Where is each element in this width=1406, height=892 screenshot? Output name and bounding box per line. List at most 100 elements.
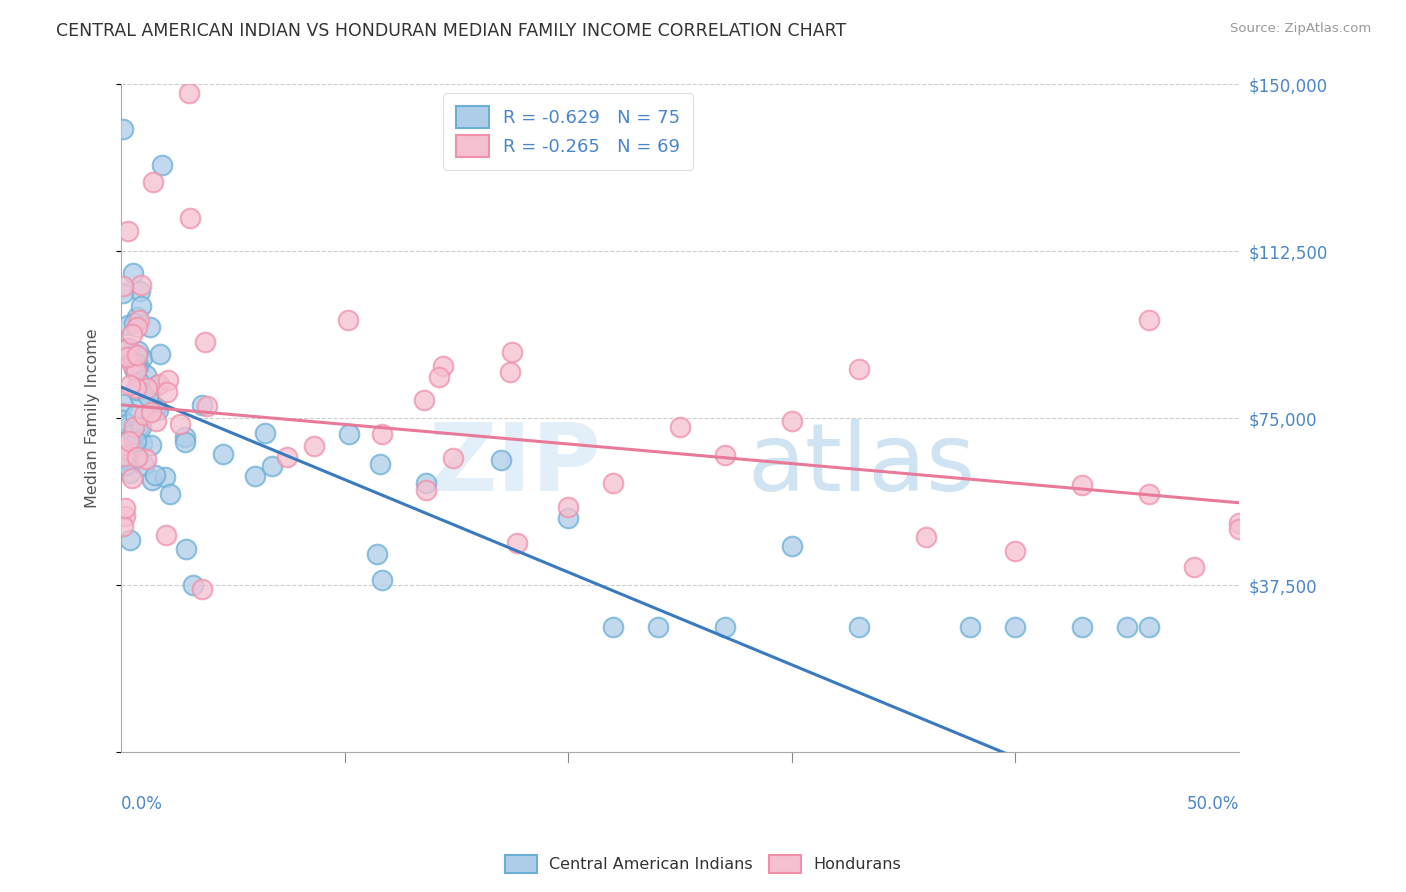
Point <box>118 378 141 392</box>
Point <box>427 370 450 384</box>
Point <box>127 343 149 358</box>
Point <box>128 418 150 433</box>
Point <box>557 500 579 514</box>
Point <box>120 349 142 363</box>
Point <box>127 359 149 373</box>
Point <box>174 430 197 444</box>
Point <box>368 457 391 471</box>
Text: atlas: atlas <box>747 419 976 511</box>
Point <box>557 511 579 525</box>
Text: CENTRAL AMERICAN INDIAN VS HONDURAN MEDIAN FAMILY INCOME CORRELATION CHART: CENTRAL AMERICAN INDIAN VS HONDURAN MEDI… <box>56 22 846 40</box>
Point <box>1004 544 1026 558</box>
Point <box>150 157 173 171</box>
Point <box>1137 486 1160 500</box>
Point <box>124 434 146 449</box>
Legend: Central American Indians, Hondurans: Central American Indians, Hondurans <box>498 848 908 880</box>
Point <box>848 620 870 634</box>
Point <box>337 312 360 326</box>
Point <box>112 442 135 457</box>
Point <box>177 87 200 101</box>
Point <box>125 362 148 376</box>
Point <box>145 401 167 415</box>
Point <box>145 414 167 428</box>
Point <box>260 458 283 473</box>
Point <box>135 368 157 383</box>
Point <box>489 453 512 467</box>
Point <box>129 420 152 434</box>
Point <box>122 266 145 280</box>
Point <box>125 348 148 362</box>
Point <box>499 365 522 379</box>
Point <box>118 454 141 468</box>
Point <box>195 399 218 413</box>
Point <box>1137 313 1160 327</box>
Point <box>173 435 195 450</box>
Point <box>190 397 212 411</box>
Point <box>371 573 394 587</box>
Legend: R = -0.629   N = 75, R = -0.265   N = 69: R = -0.629 N = 75, R = -0.265 N = 69 <box>443 94 693 170</box>
Point <box>156 385 179 400</box>
Point <box>194 335 217 350</box>
Point <box>121 357 143 371</box>
Point <box>415 475 437 490</box>
Point <box>118 434 141 448</box>
Point <box>602 620 624 634</box>
Point <box>441 451 464 466</box>
Text: 0.0%: 0.0% <box>121 796 163 814</box>
Point <box>1004 620 1026 634</box>
Point <box>128 284 150 298</box>
Point <box>914 530 936 544</box>
Point <box>148 377 170 392</box>
Point <box>1227 516 1250 530</box>
Point <box>128 313 150 327</box>
Point <box>415 483 437 497</box>
Point <box>174 541 197 556</box>
Point <box>127 383 149 397</box>
Point <box>129 299 152 313</box>
Point <box>143 467 166 482</box>
Point <box>501 344 523 359</box>
Point <box>159 486 181 500</box>
Point <box>121 426 143 441</box>
Point <box>122 420 145 434</box>
Point <box>122 361 145 376</box>
Point <box>112 413 135 427</box>
Point <box>432 359 454 374</box>
Point <box>127 348 149 362</box>
Point <box>713 448 735 462</box>
Point <box>115 350 138 364</box>
Point <box>121 470 143 484</box>
Point <box>121 326 143 341</box>
Point <box>1182 559 1205 574</box>
Point <box>1115 620 1137 634</box>
Point <box>1071 620 1094 634</box>
Point <box>112 449 135 463</box>
Point <box>114 508 136 523</box>
Point <box>117 223 139 237</box>
Point <box>129 278 152 293</box>
Point <box>780 414 803 428</box>
Point <box>125 364 148 378</box>
Point <box>117 341 139 355</box>
Point <box>112 397 135 411</box>
Point <box>117 417 139 431</box>
Point <box>122 316 145 330</box>
Point <box>114 500 136 515</box>
Point <box>112 519 135 533</box>
Point <box>117 318 139 332</box>
Point <box>212 447 235 461</box>
Point <box>146 377 169 392</box>
Point <box>120 466 142 480</box>
Point <box>302 439 325 453</box>
Point <box>148 402 170 417</box>
Point <box>412 392 434 407</box>
Point <box>115 458 138 472</box>
Point <box>181 577 204 591</box>
Point <box>506 536 529 550</box>
Point <box>125 356 148 370</box>
Point <box>112 285 135 300</box>
Point <box>179 211 201 225</box>
Point <box>135 381 157 395</box>
Point <box>125 319 148 334</box>
Point <box>142 175 165 189</box>
